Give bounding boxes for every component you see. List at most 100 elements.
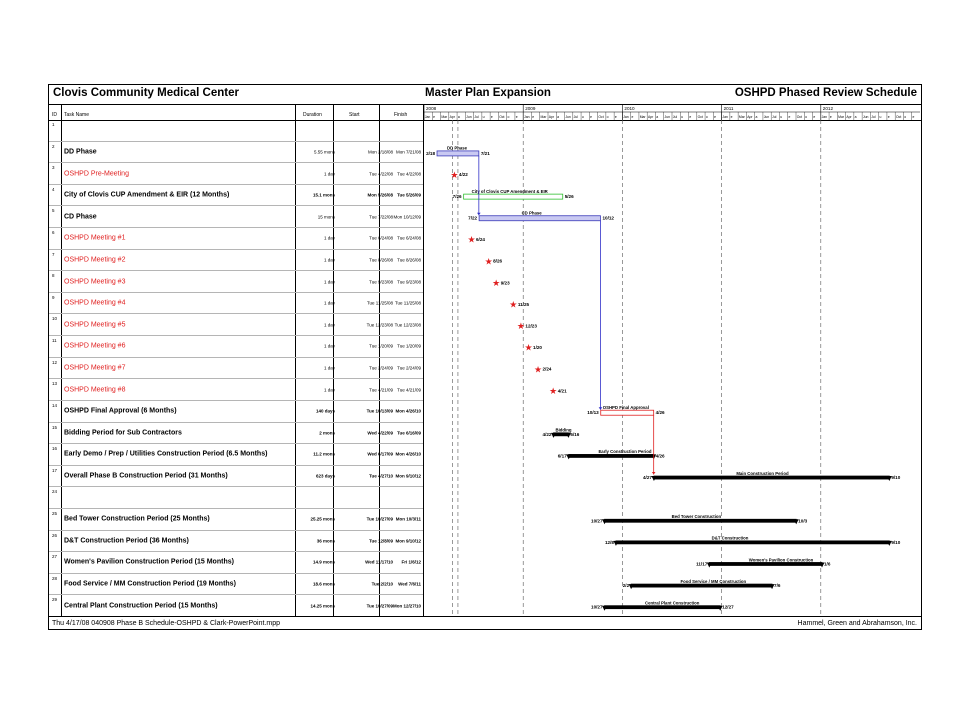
bar-label: D&T Construction bbox=[712, 536, 749, 541]
task-finish: Tue 8/26/08 bbox=[397, 257, 421, 263]
milestone-mark: ★ bbox=[534, 364, 542, 374]
task-duration: 1 day bbox=[323, 300, 335, 306]
month-label: Mar bbox=[739, 115, 746, 119]
month-label: o bbox=[507, 115, 509, 119]
task-name: Food Service / MM Construction Period (1… bbox=[64, 580, 236, 588]
task-finish: Mon 4/26/10 bbox=[395, 451, 421, 457]
bar-start-date-label: 7/22 bbox=[468, 216, 477, 221]
col-divider-start bbox=[333, 104, 334, 617]
task-start: Tue 4/27/10 bbox=[369, 473, 393, 479]
month-label: o bbox=[805, 115, 807, 119]
bar-label: Main Construction Period bbox=[736, 471, 789, 476]
col-start: Start bbox=[349, 112, 360, 118]
month-label: Oct bbox=[499, 115, 504, 119]
bar-start-date-label: 4/22 bbox=[543, 432, 552, 437]
month-label: u bbox=[681, 115, 683, 119]
task-bar bbox=[600, 409, 655, 416]
bar-end-cap bbox=[819, 562, 825, 568]
task-row: 16 Early Demo / Prep / Utilities Construc… bbox=[49, 444, 423, 466]
col-divider-duration bbox=[295, 104, 296, 617]
task-row: 2 DD Phase 5.55 mons Mon 2/18/08 Mon 7/21/08 bbox=[49, 142, 423, 164]
month-label: Oct bbox=[797, 115, 802, 119]
col-id: ID bbox=[52, 112, 57, 118]
task-id: 26 bbox=[52, 532, 58, 538]
milestone-mark: ★ bbox=[549, 386, 557, 396]
bar-start-cap bbox=[706, 562, 712, 568]
col-divider-chart bbox=[423, 104, 424, 617]
month-label: e bbox=[789, 115, 791, 119]
task-id: 4 bbox=[52, 186, 55, 192]
bar-start-date-label: 2/18 bbox=[426, 151, 435, 156]
task-finish: Tue 4/22/08 bbox=[397, 171, 421, 176]
task-start: Tue 8/26/08 bbox=[369, 257, 393, 263]
task-id: 5 bbox=[52, 208, 55, 214]
month-label: Apr bbox=[549, 115, 555, 119]
task-id: 27 bbox=[52, 554, 58, 560]
task-start: Tue 1/20/09 bbox=[369, 343, 393, 349]
task-finish: Wed 7/6/11 bbox=[398, 581, 421, 587]
task-finish: Tue 12/23/08 bbox=[394, 322, 421, 328]
milestone-date-label: 1/20 bbox=[533, 345, 542, 350]
task-finish: Mon 10/3/11 bbox=[395, 516, 421, 522]
task-row: 12 OSHPD Meeting #7 1 day Tue 2/24/09 Tue 2/… bbox=[49, 358, 423, 380]
task-duration: 14.25 mons bbox=[310, 603, 335, 609]
month-label: Jun bbox=[764, 115, 770, 119]
task-finish: Mon 12/27/10 bbox=[392, 603, 421, 609]
task-name: Early Demo / Prep / Utilities Constructi… bbox=[64, 450, 268, 458]
task-duration: 2 mons bbox=[319, 430, 335, 436]
task-bar bbox=[604, 605, 721, 610]
task-finish: Mon 10/12/09 bbox=[393, 214, 421, 220]
task-start: Tue 7/22/08 bbox=[369, 214, 393, 220]
bar-end-date-label: 9/10 bbox=[891, 475, 900, 480]
milestone-mark: ★ bbox=[524, 343, 532, 353]
task-bar bbox=[478, 215, 601, 222]
month-label: u bbox=[582, 115, 584, 119]
task-row: 13 OSHPD Meeting #8 1 day Tue 4/21/09 Tue 4/… bbox=[49, 379, 423, 401]
file-footer: Thu 4/17/08 040908 Phase B Schedule-OSHP… bbox=[52, 620, 281, 627]
bar-end-date-label: 9/10 bbox=[891, 540, 900, 545]
bar-label: Early Construction Period bbox=[598, 449, 651, 454]
bar-label: Bidding bbox=[555, 428, 571, 433]
task-row: 24 bbox=[49, 487, 423, 509]
bar-label: Women's Pavilion Construction bbox=[749, 557, 814, 562]
task-finish: Tue 9/23/08 bbox=[397, 279, 421, 285]
task-name: OSHPD Final Approval (6 Months) bbox=[64, 407, 177, 415]
task-name: Overall Phase B Construction Period (31 … bbox=[64, 472, 228, 480]
col-divider-id bbox=[61, 104, 62, 617]
bar-end-date-label: 1/6 bbox=[824, 561, 831, 566]
task-finish: Tue 6/16/09 bbox=[397, 430, 421, 436]
month-label: u bbox=[483, 115, 485, 119]
bar-end-date-label: 7/6 bbox=[774, 583, 781, 588]
bar-start-date-label: 12/8 bbox=[605, 540, 614, 545]
bar-end-cap bbox=[769, 584, 775, 590]
task-start: Tue 2/2/10 bbox=[371, 581, 393, 587]
bar-start-cap bbox=[628, 584, 634, 590]
task-duration: 1 day bbox=[323, 343, 335, 349]
task-duration: 25.25 mons bbox=[310, 516, 335, 522]
project-title: Clovis Community Medical Center bbox=[53, 87, 239, 99]
month-label: e bbox=[731, 115, 733, 119]
month-label: Apr bbox=[648, 115, 654, 119]
month-label: Jul bbox=[474, 115, 479, 119]
month-label: e bbox=[516, 115, 518, 119]
header-divider bbox=[49, 104, 921, 105]
bar-start-date-label: 10/13 bbox=[587, 410, 599, 415]
task-id: 15 bbox=[52, 424, 58, 430]
month-label: o bbox=[607, 115, 609, 119]
task-start: Tue 9/23/08 bbox=[369, 279, 393, 285]
month-label: Oct bbox=[698, 115, 703, 119]
firm-footer: Hammel, Green and Abrahamson, Inc. bbox=[797, 620, 917, 627]
task-bar bbox=[463, 193, 564, 200]
col-duration: Duration bbox=[303, 112, 322, 118]
task-row: 26 D&T Construction Period (36 Months) 36 … bbox=[49, 531, 423, 553]
bar-start-cap bbox=[566, 454, 572, 460]
bar-end-date-label: 12/27 bbox=[722, 605, 734, 610]
bar-label: DD Phase bbox=[447, 146, 468, 151]
task-id: 25 bbox=[52, 510, 58, 516]
schedule-title: OSHPD Phased Review Schedule bbox=[734, 87, 917, 99]
month-label: e bbox=[888, 115, 890, 119]
year-label: 2009 bbox=[525, 106, 536, 111]
task-start: Wed 6/17/09 bbox=[367, 451, 393, 457]
task-row: 7 OSHPD Meeting #2 1 day Tue 8/26/08 Tue 8/2… bbox=[49, 250, 423, 272]
task-duration: 11.2 mons bbox=[313, 451, 335, 457]
